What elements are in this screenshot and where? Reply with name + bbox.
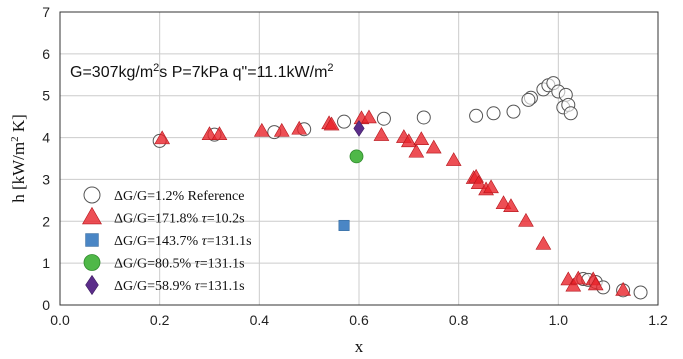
data-points xyxy=(152,76,648,300)
data-point xyxy=(353,120,365,137)
annotation-part-2: s P=7kPa q"=11.1kW/m xyxy=(159,64,327,81)
legend-label-main: ΔG/G=171.8% xyxy=(114,212,202,227)
data-point xyxy=(506,104,521,119)
data-point xyxy=(400,133,417,148)
data-point xyxy=(361,109,377,124)
x-tick-label: 0.4 xyxy=(250,312,270,328)
data-point xyxy=(503,198,519,212)
data-point xyxy=(425,139,442,154)
y-label-pre: h [kW/m xyxy=(9,142,28,203)
x-tick-label: 0.2 xyxy=(150,312,170,328)
x-tick-label: 1.2 xyxy=(648,312,668,328)
legend-label-main: ΔG/G=1.2% Reference xyxy=(114,189,244,204)
x-tick-labels: 0.0 0.2 0.4 0.6 0.8 1.0 1.2 xyxy=(50,312,668,328)
series-tau-131-1s-58 xyxy=(353,120,365,137)
legend-label-main: ΔG/G=143.7% xyxy=(114,234,202,249)
legend-marker xyxy=(85,233,99,247)
data-point xyxy=(470,175,487,189)
series-tau-131-1s-80 xyxy=(349,149,364,164)
data-point xyxy=(337,114,352,129)
x-tick-label: 0.0 xyxy=(50,312,70,328)
data-point xyxy=(535,235,552,250)
data-point xyxy=(521,92,536,107)
data-point xyxy=(469,108,484,123)
data-point xyxy=(615,281,631,296)
data-point xyxy=(253,122,270,137)
data-point xyxy=(587,276,604,291)
legend-label-value: =131.1s xyxy=(200,257,245,272)
legend-label-tau: τ xyxy=(202,212,208,227)
data-point xyxy=(565,277,582,292)
x-tick-label: 1.0 xyxy=(549,312,569,328)
legend-label-main: ΔG/G=58.9% xyxy=(114,279,195,294)
data-point xyxy=(413,131,430,146)
y-axis-label: h [kW/m2 K] xyxy=(9,114,28,203)
data-point xyxy=(486,106,501,121)
legend-label: ΔG/G=1.2% Reference xyxy=(114,189,244,204)
y-tick-label: 4 xyxy=(42,130,50,146)
legend-label-tau: τ xyxy=(202,234,208,249)
data-point xyxy=(518,212,534,227)
legend-label: ΔG/G=80.5% τ=131.1s xyxy=(114,257,245,272)
legend-label-tau: τ xyxy=(195,279,201,294)
x-tick-label: 0.8 xyxy=(449,312,469,328)
conditions-annotation: G=307kg/m2s P=7kPa q"=11.1kW/m2 xyxy=(70,62,334,81)
data-point xyxy=(408,143,425,158)
data-point xyxy=(338,219,350,231)
legend-label: ΔG/G=58.9% τ=131.1s xyxy=(114,279,245,294)
legend-marker xyxy=(82,206,102,225)
legend-marker xyxy=(83,254,101,271)
plot-frame xyxy=(59,11,659,306)
data-point xyxy=(633,285,648,300)
legend-label-tau: τ xyxy=(195,257,201,272)
data-point xyxy=(570,270,587,285)
data-point xyxy=(483,179,499,194)
legend-label-value: =131.1s xyxy=(207,234,252,249)
data-point xyxy=(445,152,462,166)
y-tick-label: 3 xyxy=(42,171,50,187)
data-point xyxy=(376,111,391,126)
legend-label-value: =10.2s xyxy=(207,212,245,227)
y-label-post: K] xyxy=(9,114,28,136)
series-tau-10-2s xyxy=(154,109,631,296)
y-tick-label: 5 xyxy=(42,88,50,104)
y-tick-label: 0 xyxy=(42,297,50,313)
y-tick-labels: 0 1 2 3 4 5 6 7 xyxy=(42,4,50,313)
data-point xyxy=(201,126,218,140)
data-point xyxy=(323,116,340,131)
legend-label-value: =131.1s xyxy=(200,279,245,294)
annotation-sup-1: 2 xyxy=(153,62,159,74)
data-point xyxy=(373,127,390,141)
y-tick-label: 1 xyxy=(42,255,50,271)
data-point xyxy=(291,120,308,135)
legend-label-main: ΔG/G=80.5% xyxy=(114,257,195,272)
legend-marker xyxy=(83,186,101,204)
annotation-part-1: G=307kg/m xyxy=(70,64,153,81)
annotation-sup-2: 2 xyxy=(327,62,333,74)
y-tick-label: 2 xyxy=(42,213,50,229)
data-point xyxy=(563,106,578,121)
legend-label: ΔG/G=143.7% τ=131.1s xyxy=(114,234,252,249)
y-label-sup: 2 xyxy=(9,136,21,142)
legend-label: ΔG/G=171.8% τ=10.2s xyxy=(114,212,245,227)
data-point xyxy=(273,122,290,137)
data-point xyxy=(349,149,364,164)
x-tick-label: 0.6 xyxy=(349,312,369,328)
data-point xyxy=(211,126,228,140)
series-tau-131-1s-143 xyxy=(338,219,350,231)
data-point xyxy=(416,110,431,125)
y-tick-label: 6 xyxy=(42,46,50,62)
legend-marker xyxy=(85,274,99,296)
x-axis-label: x xyxy=(355,337,364,356)
y-tick-label: 7 xyxy=(42,4,50,20)
data-point xyxy=(154,130,171,145)
